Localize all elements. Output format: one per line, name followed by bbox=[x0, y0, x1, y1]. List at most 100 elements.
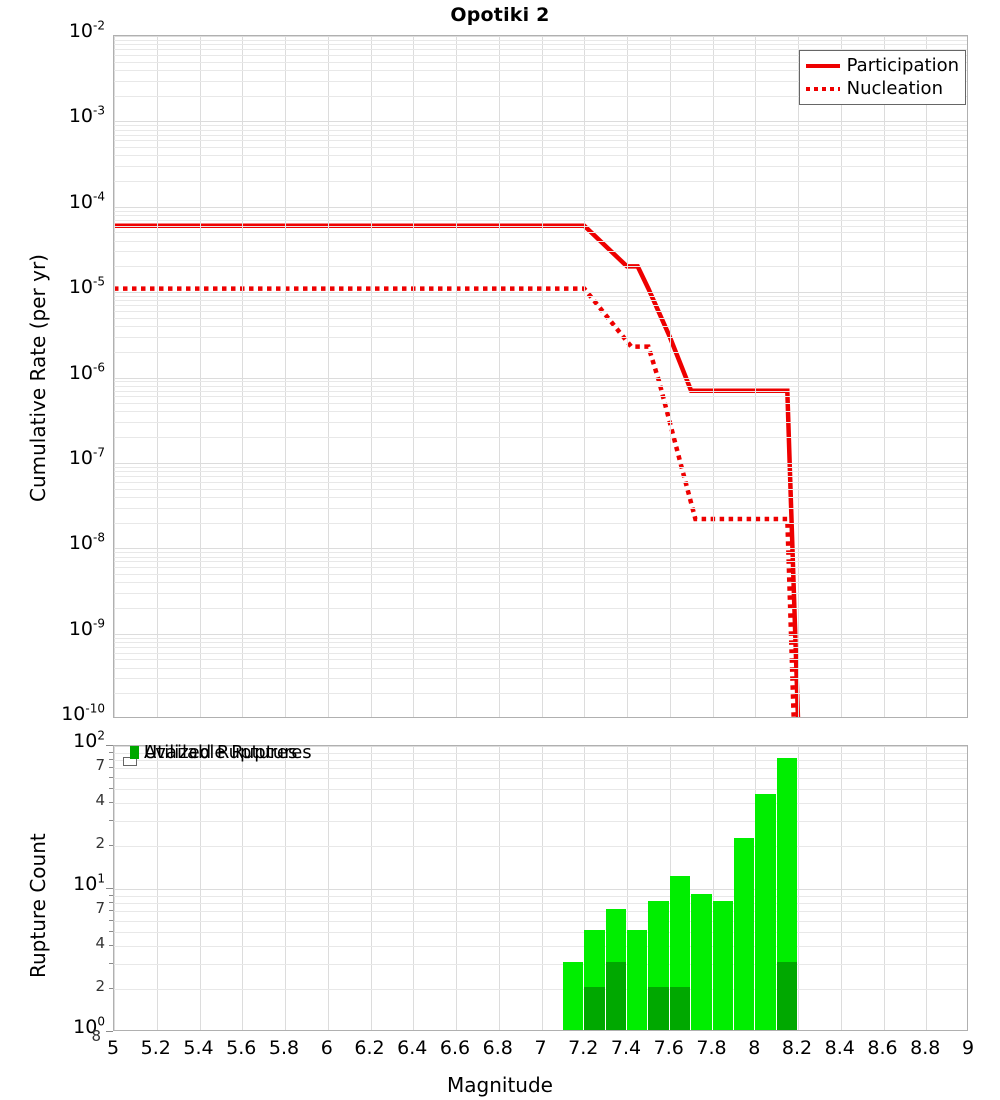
grid-line-horizontal bbox=[114, 561, 967, 563]
grid-line-vertical bbox=[541, 746, 543, 1030]
y-tick-label-top: 10-5 bbox=[68, 274, 105, 299]
grid-line-vertical bbox=[798, 36, 799, 717]
y-tick-label-top: 10-2 bbox=[68, 18, 105, 42]
grid-line-horizontal bbox=[114, 556, 967, 558]
histogram-bar bbox=[691, 746, 712, 1030]
histogram-bar bbox=[669, 746, 691, 1030]
grid-line-horizontal bbox=[114, 155, 967, 157]
y-tick-label-top: 10-3 bbox=[68, 104, 105, 128]
grid-line-vertical bbox=[242, 746, 244, 1030]
dotted-line-icon bbox=[805, 86, 840, 91]
grid-line-horizontal bbox=[114, 573, 967, 575]
grid-line-horizontal bbox=[114, 548, 967, 550]
grid-line-horizontal bbox=[114, 945, 967, 947]
grid-line-horizontal bbox=[114, 240, 967, 242]
grid-line-horizontal bbox=[114, 652, 967, 654]
grid-line-horizontal bbox=[114, 125, 967, 127]
grid-line-horizontal bbox=[114, 752, 967, 754]
grid-line-horizontal bbox=[114, 140, 967, 142]
grid-line-horizontal bbox=[114, 920, 967, 922]
grid-line-horizontal bbox=[114, 659, 967, 661]
y-tick-label-top: 10-9 bbox=[68, 616, 105, 640]
grid-line-horizontal bbox=[114, 336, 967, 338]
grid-line-horizontal bbox=[114, 311, 967, 313]
grid-line-horizontal bbox=[114, 759, 967, 761]
grid-line-vertical bbox=[456, 746, 457, 1030]
grid-line-horizontal bbox=[114, 678, 967, 680]
x-tick-label: 5.8 bbox=[268, 1037, 300, 1059]
grid-line-horizontal bbox=[114, 129, 967, 131]
histogram-bar bbox=[712, 746, 733, 1030]
grid-line-vertical bbox=[798, 746, 799, 1030]
y-tick-mark bbox=[106, 1031, 113, 1032]
grid-line-horizontal bbox=[114, 80, 967, 82]
grid-line-horizontal bbox=[114, 567, 967, 569]
grid-line-horizontal bbox=[114, 466, 967, 468]
grid-line-horizontal bbox=[114, 351, 967, 353]
x-tick-label: 7.8 bbox=[696, 1037, 727, 1059]
x-tick-label: 8 bbox=[748, 1037, 761, 1059]
y-tick-label-bottom-minor: 2 bbox=[95, 976, 105, 995]
y-tick-label-top: 10-4 bbox=[68, 189, 105, 213]
x-tick-label: 8.4 bbox=[824, 1037, 855, 1059]
histogram-bar bbox=[605, 746, 626, 1030]
grid-line-horizontal bbox=[114, 317, 967, 319]
grid-line-horizontal bbox=[114, 932, 967, 934]
x-tick-label: 5 bbox=[106, 1037, 120, 1059]
grid-line-horizontal bbox=[114, 219, 967, 221]
grid-line-horizontal bbox=[114, 667, 967, 669]
y-tick-label-bottom-minor: 7 bbox=[95, 899, 105, 918]
grid-line-vertical bbox=[498, 36, 500, 717]
y-tick-label-bottom: 101 bbox=[73, 871, 105, 895]
y-tick-label-bottom: 102 bbox=[73, 728, 105, 752]
legend-item: Utilized Ruptures bbox=[130, 740, 297, 765]
grid-line-vertical bbox=[883, 36, 885, 717]
legend-bottom: Available Ruptures Utilized Ruptures bbox=[123, 743, 312, 766]
grid-line-vertical bbox=[156, 36, 158, 717]
y-tick-mark bbox=[109, 758, 113, 760]
bar-segment-utilized bbox=[605, 961, 626, 1030]
grid-line-horizontal bbox=[114, 210, 967, 212]
grid-line-horizontal bbox=[114, 49, 967, 51]
grid-line-vertical bbox=[883, 746, 885, 1030]
grid-line-vertical bbox=[327, 746, 329, 1030]
grid-line-horizontal bbox=[114, 61, 967, 63]
bar-segment-available bbox=[712, 900, 733, 1030]
grid-line-horizontal bbox=[114, 522, 967, 524]
grid-line-horizontal bbox=[114, 693, 967, 695]
grid-line-horizontal bbox=[114, 206, 967, 208]
grid-line-horizontal bbox=[114, 377, 967, 379]
grid-line-horizontal bbox=[114, 39, 967, 41]
grid-line-horizontal bbox=[114, 911, 967, 913]
grid-line-horizontal bbox=[114, 777, 967, 779]
grid-line-horizontal bbox=[114, 889, 967, 890]
legend-label: Utilized Ruptures bbox=[144, 741, 298, 763]
grid-line-horizontal bbox=[114, 296, 967, 298]
legend-item: Participation bbox=[805, 54, 959, 77]
x-tick-label: 6.4 bbox=[397, 1037, 428, 1059]
grid-line-vertical bbox=[840, 746, 842, 1030]
grid-line-horizontal bbox=[114, 390, 967, 392]
grid-line-horizontal bbox=[114, 582, 967, 584]
grid-line-vertical bbox=[755, 36, 757, 717]
grid-line-horizontal bbox=[114, 820, 967, 822]
x-tick-label: 6 bbox=[320, 1037, 333, 1059]
histogram-bar bbox=[562, 746, 584, 1030]
grid-line-vertical bbox=[242, 36, 244, 717]
grid-line-horizontal bbox=[114, 121, 967, 123]
grid-line-horizontal bbox=[114, 381, 967, 383]
grid-line-horizontal bbox=[114, 845, 967, 847]
legend-top: Participation Nucleation bbox=[798, 50, 966, 105]
y-tick-mark bbox=[109, 819, 113, 821]
x-tick-label: 8.2 bbox=[781, 1037, 813, 1059]
legend-label: Participation bbox=[846, 54, 959, 76]
bar-segment-available bbox=[733, 838, 755, 1030]
x-tick-label: 5.2 bbox=[140, 1037, 171, 1059]
grid-line-horizontal bbox=[114, 895, 967, 897]
x-tick-label: 7.2 bbox=[568, 1037, 599, 1059]
x-tick-label: 6.2 bbox=[354, 1037, 385, 1059]
bar-segment-available bbox=[691, 893, 712, 1030]
grid-line-horizontal bbox=[114, 481, 967, 483]
grid-line-vertical bbox=[627, 36, 628, 717]
grid-line-vertical bbox=[114, 36, 115, 717]
